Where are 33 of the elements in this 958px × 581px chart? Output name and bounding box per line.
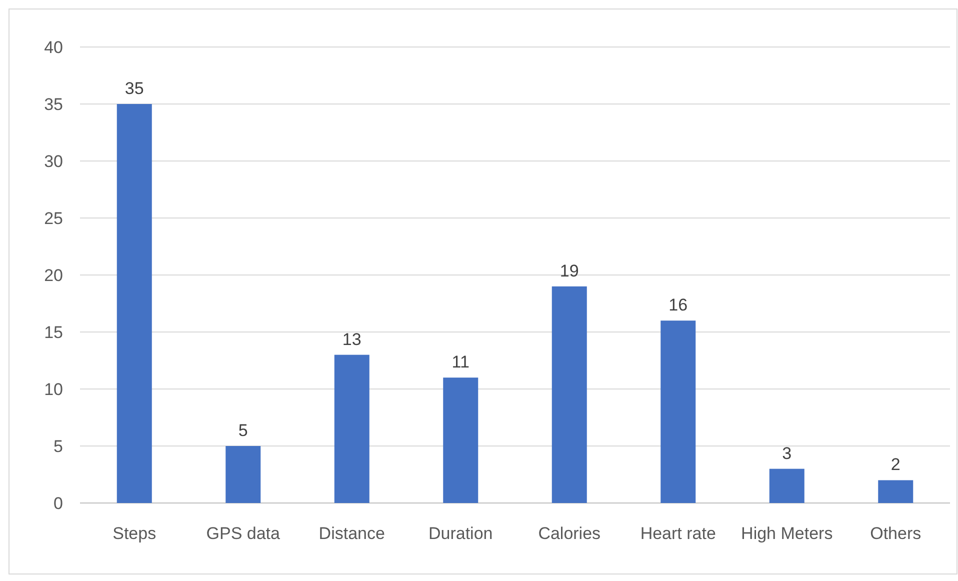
- data-label: 2: [890, 455, 900, 474]
- bar: [769, 468, 804, 503]
- bar: [443, 378, 478, 503]
- y-tick-label: 20: [44, 266, 63, 285]
- data-label: 16: [668, 296, 688, 315]
- y-tick-label: 35: [44, 94, 63, 114]
- data-label: 13: [342, 330, 362, 349]
- y-tick-label: 10: [44, 380, 63, 399]
- x-tick-label: Heart rate: [640, 524, 716, 543]
- data-label: 19: [560, 261, 579, 280]
- x-tick-label: Duration: [428, 524, 493, 543]
- x-tick-label: Others: [870, 524, 922, 543]
- x-tick-label: Distance: [318, 524, 385, 543]
- bar: [226, 446, 261, 503]
- x-tick-label: Steps: [112, 524, 156, 543]
- y-tick-label: 15: [44, 322, 63, 342]
- bar: [878, 480, 914, 503]
- bar: [334, 354, 370, 503]
- data-label: 11: [452, 352, 470, 372]
- bar: [552, 286, 587, 503]
- bar: [660, 320, 696, 503]
- data-label: 3: [782, 444, 792, 463]
- bar: [116, 104, 152, 503]
- y-tick-label: 0: [54, 494, 63, 513]
- y-tick-label: 25: [44, 208, 63, 228]
- y-tick-label: 5: [54, 436, 63, 456]
- y-tick-label: 30: [44, 152, 63, 171]
- data-label: 5: [238, 421, 248, 440]
- x-tick-label: High Meters: [741, 524, 833, 543]
- y-tick-label: 40: [44, 38, 63, 57]
- x-tick-label: Calories: [538, 524, 601, 543]
- x-tick-label: GPS data: [206, 524, 281, 543]
- data-label: 35: [124, 79, 144, 98]
